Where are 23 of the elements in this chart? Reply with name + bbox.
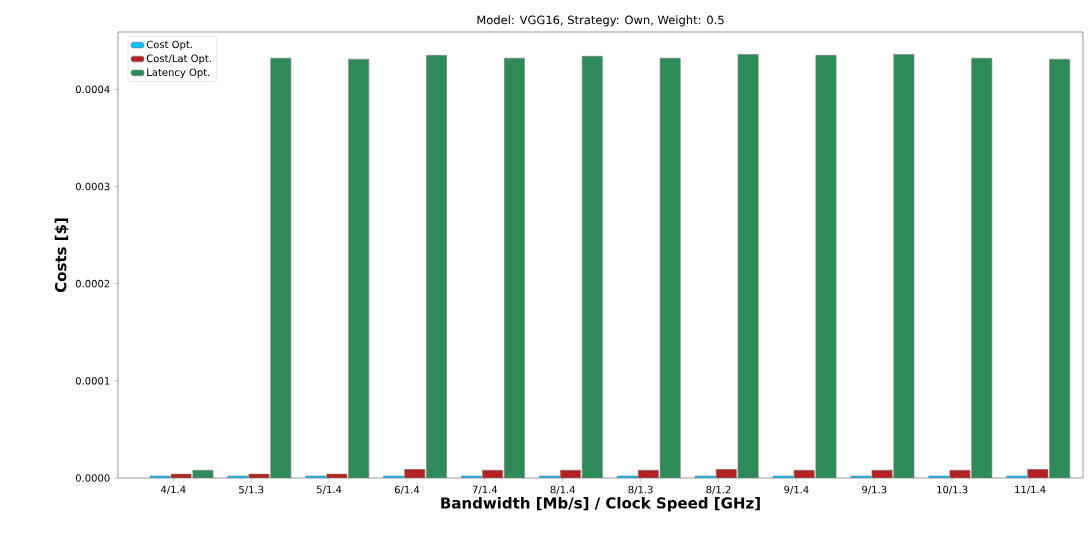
x-tick-label: 8/1.2 [706,485,731,495]
x-tick-label: 5/1.4 [317,485,342,494]
y-tick-label: 0.0004 [75,85,110,94]
y-tick-label: 0.0001 [75,377,110,385]
x-tick-label: 5/1.3 [239,485,264,495]
legend-label: Latency Opt. [147,68,210,78]
chart-title: Model: VGG16, Strategy: Own, Weight: 0.5 [477,15,724,27]
x-tick-label: 8/1.3 [628,485,653,495]
x-tick-label: 7/1.4 [472,485,498,494]
x-tick-label: 8/1.4 [550,485,575,495]
y-axis-title: Costs [$] [54,218,69,293]
y-tick-label: 0.0003 [75,182,110,191]
legend-label: Cost/Lat Opt. [146,54,211,65]
x-tick-label: 10/1.3 [937,485,968,495]
x-tick-label: 4/1.4 [160,485,186,494]
x-tick-label: 9/1.4 [784,485,809,495]
x-tick-label: 6/1.4 [394,485,420,495]
x-tick-label: 11/1.4 [1015,485,1046,494]
y-tick-label: 0.0002 [75,279,110,288]
y-tick-label: 0.0000 [75,474,110,482]
x-tick-label: 9/1.3 [862,485,887,495]
x-axis-title: Bandwidth [Mb/s] / Clock Speed [GHz] [441,497,760,512]
legend-label: Cost Opt. [146,40,192,51]
